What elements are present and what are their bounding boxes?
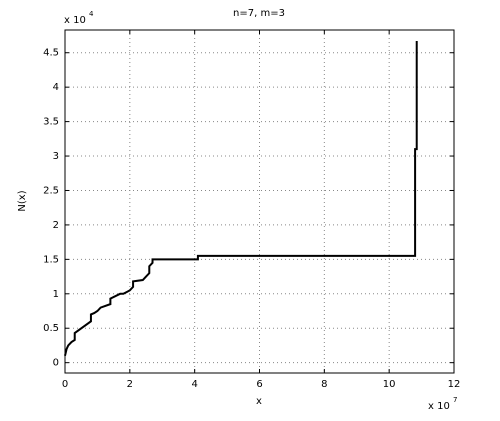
x-tick-label: 2 [127,379,133,390]
x-axis-label: x [256,396,262,407]
x-multiplier: x 10 [428,401,450,412]
y-tick-label: 3.5 [43,117,59,128]
x-tick-label: 4 [191,379,197,390]
y-tick-label: 3 [53,151,59,162]
y-tick-label: 2.5 [43,185,59,196]
x-tick-label: 0 [62,379,68,390]
x-multiplier-exponent: 7 [453,396,457,404]
y-multiplier: x 10 [64,15,86,26]
x-tick-label: 12 [448,379,461,390]
y-tick-label: 4.5 [43,48,59,59]
y-tick-label: 1 [53,289,59,300]
y-tick-label: 4 [53,82,59,93]
y-tick-label: 0.5 [43,323,59,334]
x-tick-label: 8 [321,379,327,390]
y-multiplier-exponent: 4 [89,10,94,18]
chart-title: n=7, m=3 [233,8,285,19]
plot-frame [64,29,455,374]
y-axis-label: N(x) [17,190,28,211]
x-tick-label: 10 [383,379,396,390]
y-tick-label: 1.5 [43,254,59,265]
y-tick-label: 2 [53,220,59,231]
data-line [64,41,418,357]
x-tick-label: 6 [256,379,262,390]
y-tick-label: 0 [53,358,59,369]
